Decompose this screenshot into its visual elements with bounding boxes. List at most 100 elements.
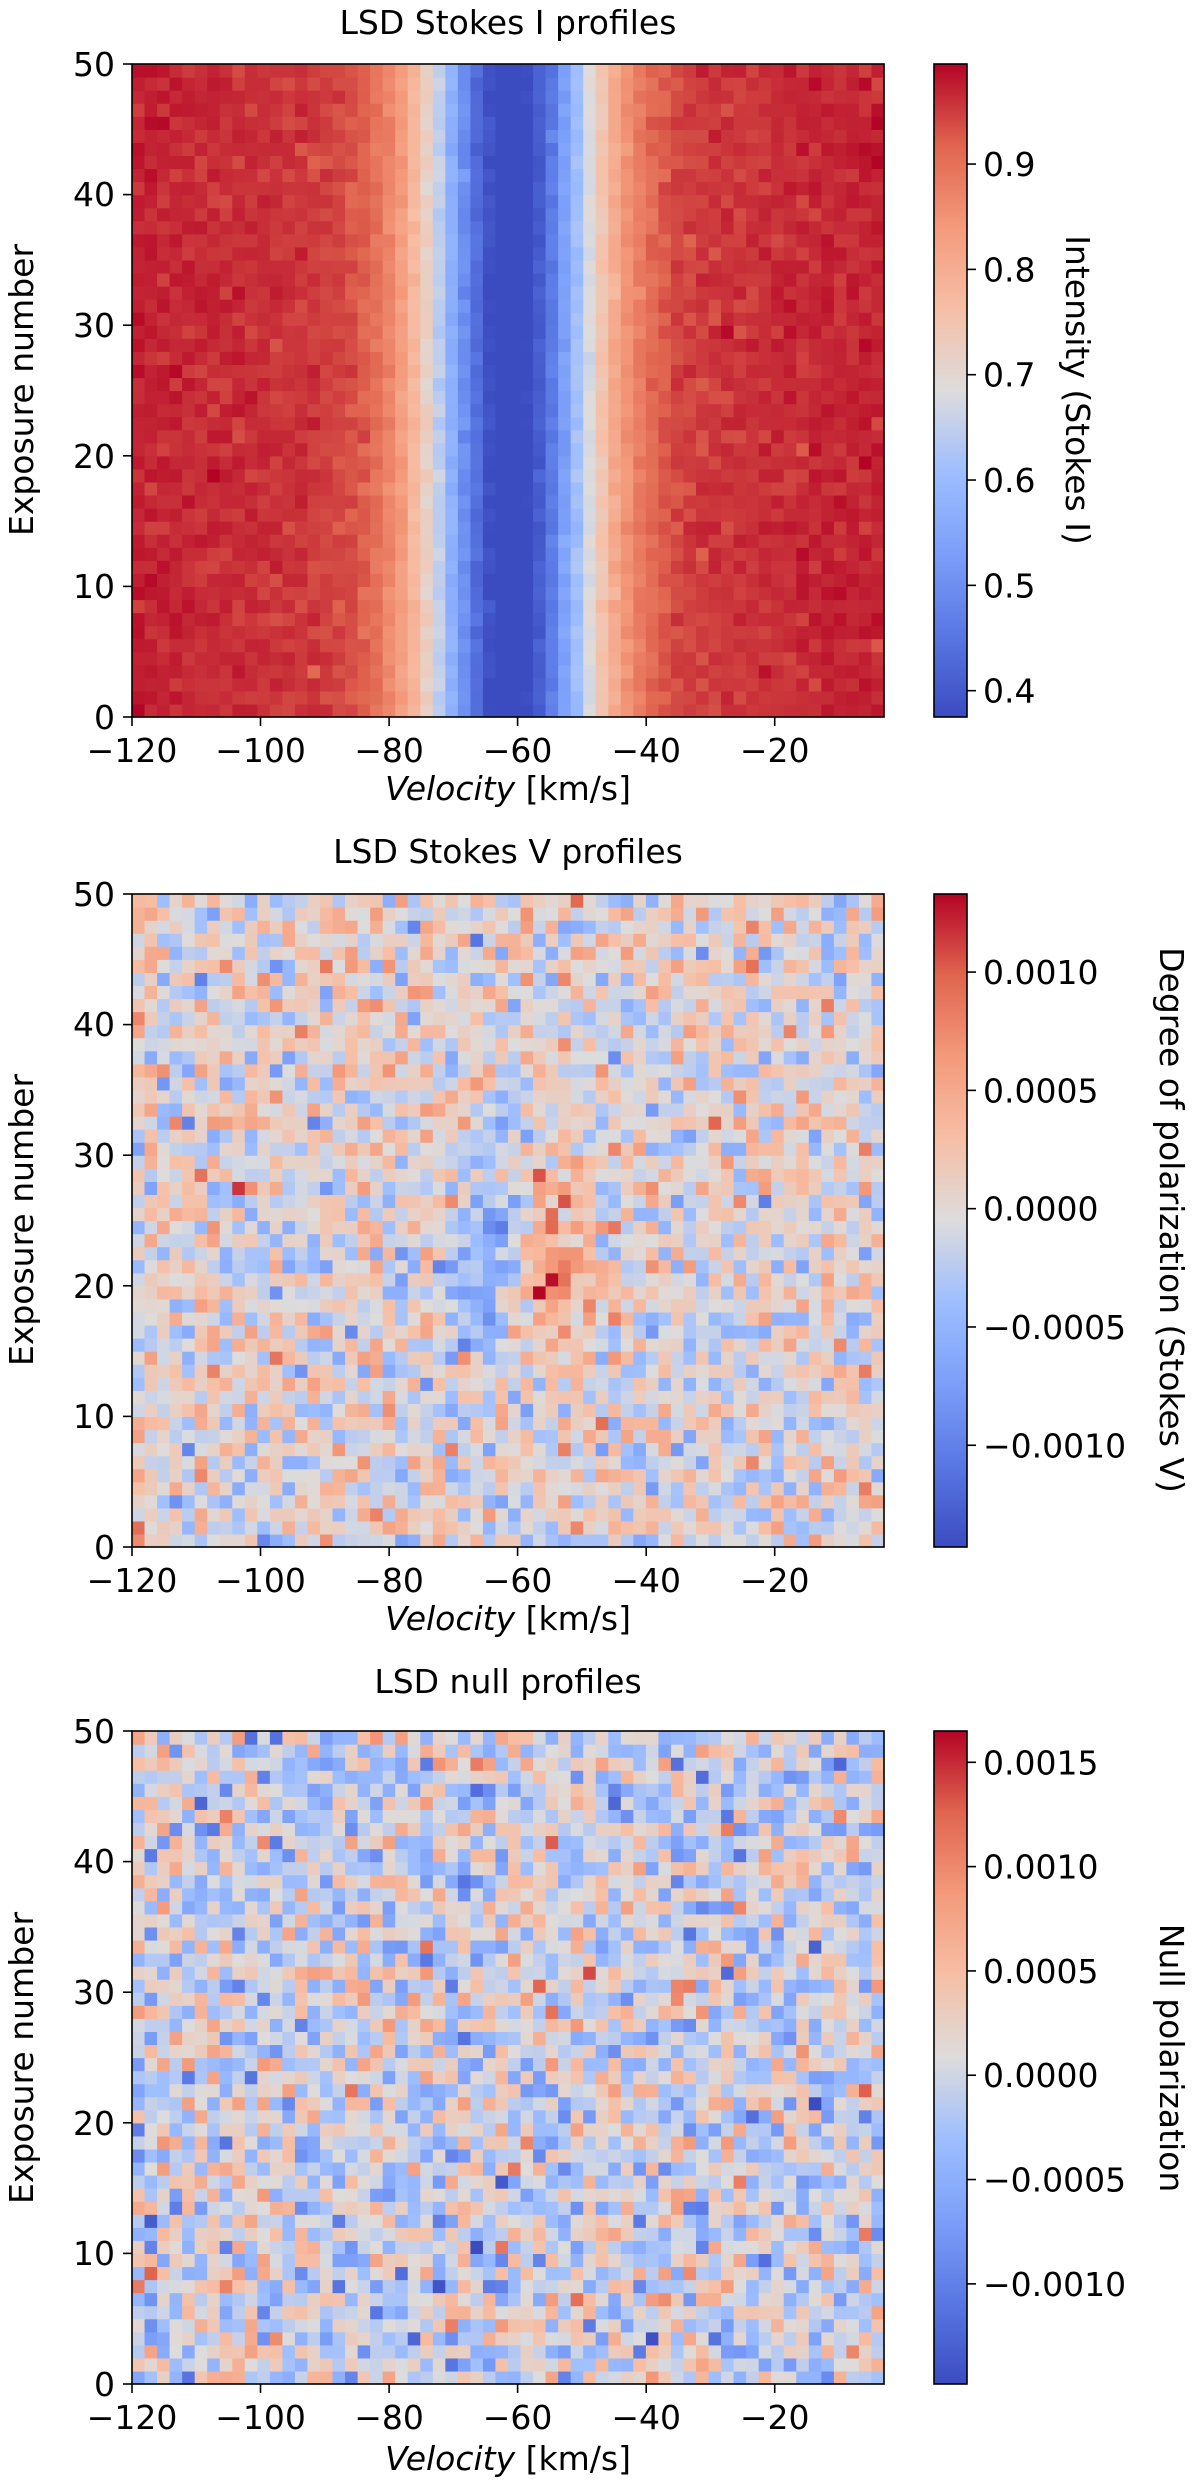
heatmap-cell bbox=[558, 1220, 572, 1235]
heatmap-cell bbox=[658, 1181, 672, 1195]
heatmap-cell bbox=[696, 116, 710, 130]
heatmap-cell bbox=[332, 390, 346, 405]
heatmap-cell bbox=[595, 1233, 609, 1248]
heatmap-cell bbox=[194, 1403, 208, 1417]
heatmap-cell bbox=[320, 1233, 334, 1248]
heatmap-cell bbox=[420, 1403, 434, 1417]
heatmap-cell bbox=[670, 1351, 685, 1365]
heatmap-cell bbox=[269, 664, 283, 679]
heatmap-cell bbox=[482, 377, 497, 392]
heatmap-cell bbox=[520, 1442, 534, 1457]
heatmap-cell bbox=[282, 1429, 296, 1444]
heatmap-cell bbox=[733, 168, 747, 183]
heatmap-cell bbox=[445, 1220, 459, 1235]
heatmap-cell bbox=[370, 651, 384, 666]
heatmap-cell bbox=[533, 1207, 547, 1222]
heatmap-cell bbox=[207, 1364, 221, 1378]
heatmap-cell bbox=[207, 1403, 221, 1417]
heatmap-cell bbox=[357, 1233, 371, 1248]
heatmap-cell bbox=[269, 638, 283, 653]
heatmap-cell bbox=[808, 455, 822, 470]
heatmap-cell bbox=[420, 1311, 434, 1326]
heatmap-cell bbox=[257, 508, 271, 522]
heatmap-cell bbox=[508, 547, 522, 561]
heatmap-cell bbox=[457, 1351, 471, 1365]
heatmap-cell bbox=[282, 351, 296, 365]
heatmap-cell bbox=[470, 1481, 484, 1496]
heatmap-cell bbox=[482, 1494, 497, 1509]
heatmap-cell bbox=[420, 1416, 434, 1431]
y-tick-label: 30 bbox=[73, 306, 115, 345]
heatmap-cell bbox=[382, 1429, 396, 1444]
heatmap-cell bbox=[307, 1507, 321, 1522]
x-tick-label: −60 bbox=[483, 731, 553, 770]
heatmap-cell bbox=[520, 521, 534, 535]
heatmap-cell bbox=[658, 625, 672, 640]
heatmap-cell bbox=[470, 364, 484, 379]
heatmap-cell bbox=[608, 508, 622, 522]
heatmap-cell bbox=[320, 233, 334, 248]
heatmap-cell bbox=[269, 286, 283, 300]
heatmap-cell bbox=[482, 1272, 497, 1287]
heatmap-cell bbox=[495, 1233, 509, 1248]
heatmap-cell bbox=[771, 664, 785, 679]
heatmap-cell bbox=[595, 220, 609, 235]
heatmap-cell bbox=[683, 155, 697, 170]
heatmap-cell bbox=[670, 1298, 685, 1313]
heatmap-cell bbox=[708, 1220, 722, 1235]
heatmap-cell bbox=[533, 1351, 547, 1365]
heatmap-cell bbox=[395, 1416, 409, 1431]
heatmap-cell bbox=[320, 481, 334, 496]
heatmap-cell bbox=[144, 272, 158, 287]
heatmap-cell bbox=[495, 1324, 509, 1339]
heatmap-cell bbox=[232, 90, 246, 104]
heatmap-cell bbox=[808, 625, 822, 640]
heatmap-cell bbox=[432, 521, 446, 535]
heatmap-cell bbox=[808, 338, 822, 352]
heatmap-cell bbox=[470, 1455, 484, 1470]
heatmap-cell bbox=[833, 1233, 847, 1248]
heatmap-cell bbox=[495, 312, 509, 326]
heatmap-cell bbox=[746, 220, 760, 235]
heatmap-cell bbox=[169, 129, 183, 143]
heatmap-cell bbox=[332, 1324, 346, 1339]
heatmap-cell bbox=[244, 181, 258, 196]
heatmap-cell bbox=[833, 1142, 847, 1156]
heatmap-cell bbox=[620, 586, 634, 601]
plot-frame bbox=[131, 63, 885, 718]
heatmap-cell bbox=[620, 573, 634, 587]
heatmap-cell bbox=[846, 494, 860, 509]
heatmap-cell bbox=[445, 599, 459, 614]
heatmap-cell bbox=[307, 1390, 321, 1404]
heatmap-cell bbox=[520, 246, 534, 261]
heatmap-cell bbox=[482, 1168, 497, 1182]
heatmap-cell bbox=[821, 1194, 835, 1209]
heatmap-cell bbox=[520, 1455, 534, 1470]
heatmap-cell bbox=[608, 1468, 622, 1483]
heatmap-cell bbox=[683, 1429, 697, 1444]
heatmap-cell bbox=[182, 1259, 196, 1274]
heatmap-cell bbox=[357, 429, 371, 444]
heatmap-cell bbox=[533, 1416, 547, 1431]
heatmap-cell bbox=[407, 272, 421, 287]
heatmap-cell bbox=[620, 677, 634, 692]
heatmap-cell bbox=[583, 1377, 597, 1391]
heatmap-cell bbox=[432, 1533, 446, 1548]
heatmap-cell bbox=[232, 1311, 246, 1326]
heatmap-cell bbox=[495, 1142, 509, 1156]
heatmap-cell bbox=[207, 1429, 221, 1444]
heatmap-cell bbox=[132, 599, 146, 614]
heatmap-cell bbox=[445, 1259, 459, 1274]
heatmap-cell bbox=[407, 338, 421, 352]
heatmap-cell bbox=[182, 246, 196, 261]
heatmap-cell bbox=[169, 1494, 183, 1509]
heatmap-cell bbox=[269, 442, 283, 457]
heatmap-cell bbox=[608, 364, 622, 379]
heatmap-cell bbox=[708, 390, 722, 405]
heatmap-cell bbox=[533, 1298, 547, 1313]
heatmap-cell bbox=[407, 364, 421, 379]
heatmap-cell bbox=[508, 1364, 522, 1378]
heatmap-cell bbox=[219, 508, 233, 522]
heatmap-cell bbox=[269, 521, 283, 535]
heatmap-cell bbox=[157, 1181, 171, 1195]
